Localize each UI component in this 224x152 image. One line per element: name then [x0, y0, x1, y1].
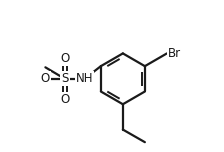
- Text: O: O: [41, 72, 50, 85]
- Text: O: O: [60, 52, 70, 65]
- Text: S: S: [61, 72, 69, 85]
- Text: O: O: [60, 93, 70, 106]
- Text: Br: Br: [168, 47, 181, 60]
- Text: NH: NH: [76, 72, 93, 85]
